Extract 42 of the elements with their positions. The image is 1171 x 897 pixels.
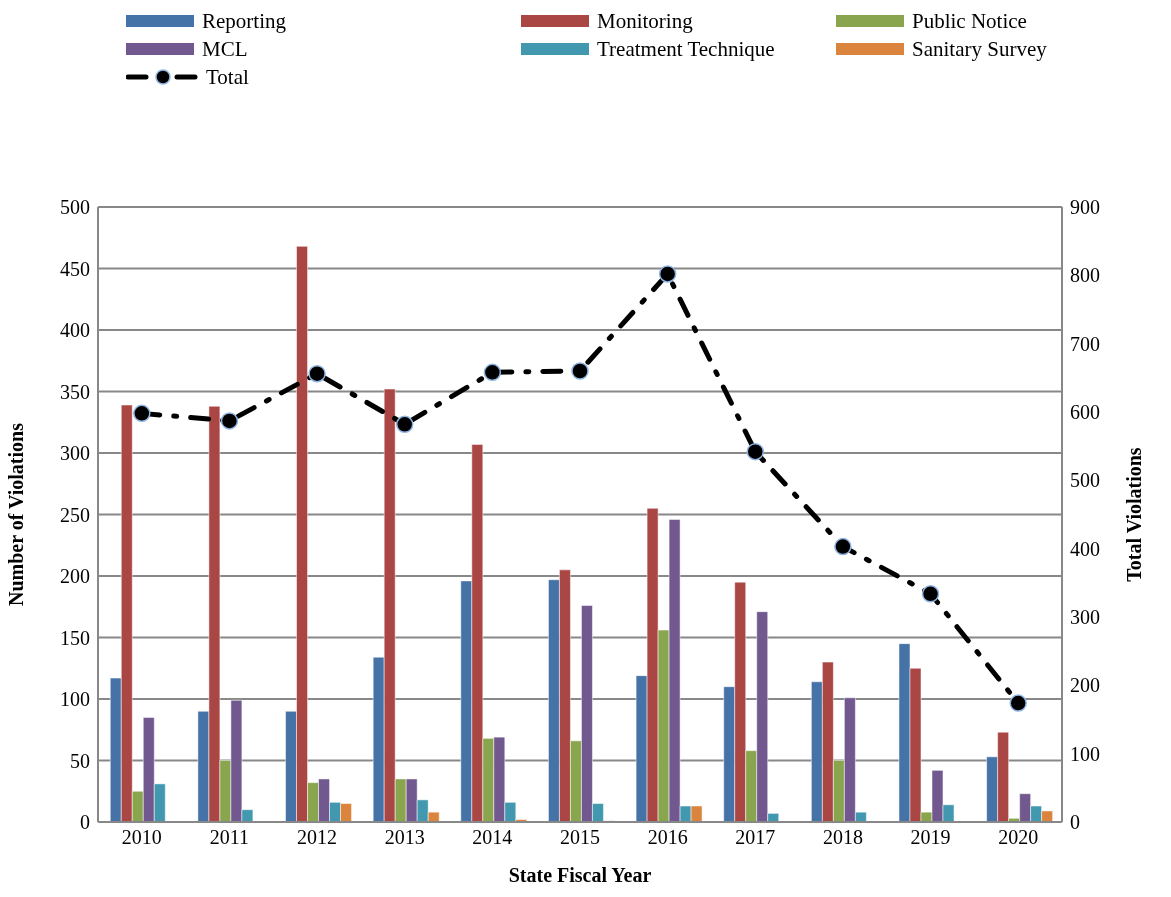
y-tick-label: 450: [60, 257, 90, 280]
x-axis-title: State Fiscal Year: [508, 864, 652, 886]
y2-tick-label: 500: [1070, 469, 1100, 492]
y-tick-label: 300: [60, 442, 90, 465]
x-tick-label: 2010: [121, 826, 162, 849]
x-tick-label: 2011: [209, 826, 250, 849]
x-tick-label: 2012: [297, 826, 338, 849]
x-tick-label: 2018: [822, 826, 863, 849]
y-tick-label: 0: [80, 811, 90, 834]
y2-tick-label: 100: [1070, 742, 1100, 765]
y-axis-title: Number of Violations: [5, 422, 28, 606]
x-tick-label: 2014: [472, 826, 513, 849]
legend-label: Monitoring: [597, 8, 693, 34]
y2-tick-label: 800: [1070, 264, 1100, 287]
legend-label: Total: [206, 64, 249, 90]
y-tick-label: 50: [70, 749, 90, 772]
legend-label: Treatment Technique: [597, 36, 775, 62]
y-tick-label: 150: [60, 626, 90, 649]
y-tick-label: 500: [60, 196, 90, 219]
y2-tick-label: 400: [1070, 537, 1100, 560]
y2-tick-label: 600: [1070, 401, 1100, 424]
x-tick-label: 2017: [735, 826, 776, 849]
legend-label: MCL: [202, 36, 248, 62]
y-tick-label: 200: [60, 565, 90, 588]
x-tick-label: 2013: [384, 826, 425, 849]
legend-label: Sanitary Survey: [912, 36, 1047, 62]
x-tick-label: 2020: [998, 826, 1039, 849]
y-tick-label: 100: [60, 688, 90, 711]
y-tick-label: 400: [60, 319, 90, 342]
y2-tick-label: 700: [1070, 332, 1100, 355]
y-tick-label: 250: [60, 503, 90, 526]
legend-label: Reporting: [202, 8, 286, 34]
y2-tick-label: 300: [1070, 606, 1100, 629]
y2-tick-label: 0: [1070, 811, 1080, 834]
y2-tick-label: 200: [1070, 674, 1100, 697]
x-tick-label: 2015: [560, 826, 600, 849]
x-tick-label: 2016: [647, 826, 688, 849]
x-tick-label: 2019: [910, 826, 951, 849]
y-tick-label: 350: [60, 380, 90, 403]
legend-label: Public Notice: [912, 8, 1027, 34]
y2-tick-label: 900: [1070, 196, 1100, 219]
y2-axis-title: Total Violations: [1123, 447, 1146, 582]
